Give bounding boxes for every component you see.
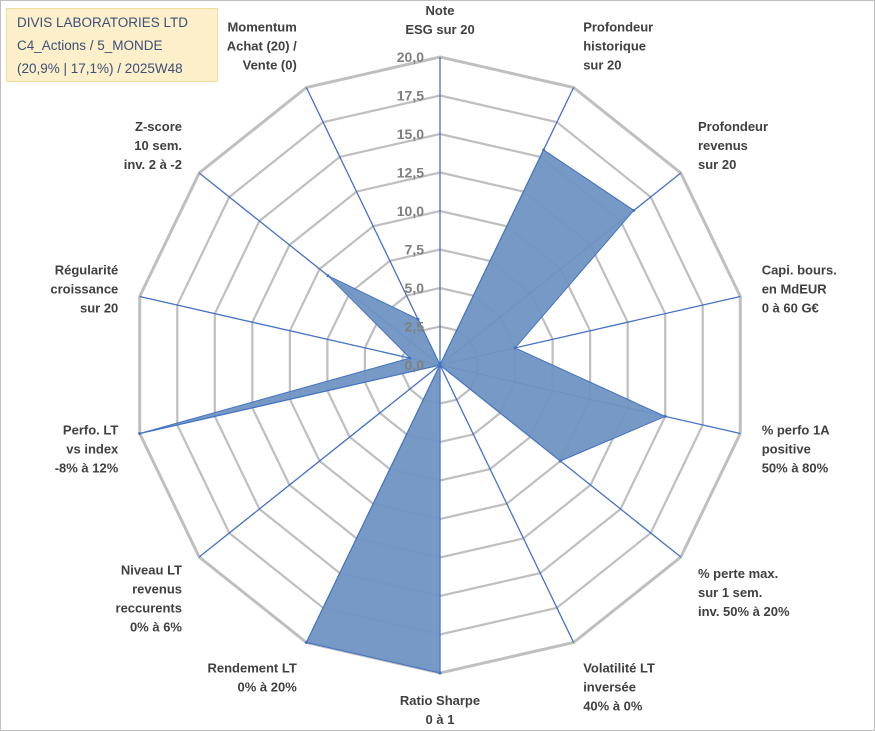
tick-label: 0,0 xyxy=(405,357,425,373)
axis-label-line: Vente (0) xyxy=(243,58,297,73)
data-point xyxy=(438,671,442,675)
axis-spoke xyxy=(198,364,441,558)
axis-label-line: Note xyxy=(426,3,455,18)
axis-label-line: Profondeur xyxy=(698,119,768,134)
axis-label-line: 0 à 60 G€ xyxy=(762,301,819,316)
axis-label-line: Volatilité LT xyxy=(583,660,655,675)
series-area xyxy=(139,149,667,674)
axis-spoke xyxy=(139,295,441,366)
radar-series xyxy=(138,148,667,675)
axis-label: % perfo 1A positive 50% à 80% xyxy=(762,422,831,475)
axis-label-line: historique xyxy=(583,39,646,54)
axis-label-line: Momentum xyxy=(227,20,296,35)
data-point xyxy=(408,356,412,360)
tick-label: 5,0 xyxy=(405,280,425,296)
chart-title-box: DIVIS LABORATORIES LTD C4_Actions / 5_MO… xyxy=(6,8,218,82)
axis-label: Volatilité LT inversée 40% à 0% xyxy=(583,660,655,713)
axis-spoke xyxy=(439,364,575,643)
axis-label-line: positive xyxy=(762,441,811,456)
data-point xyxy=(138,432,142,435)
axis-label: Profondeur revenus sur 20 xyxy=(698,119,768,172)
axis-label-line: croissance xyxy=(50,282,118,297)
axis-label-line: Capi. bours. xyxy=(762,263,837,278)
axis-label-line: sur 20 xyxy=(583,58,621,73)
data-point xyxy=(326,274,330,278)
score-week-label: (20,9% | 17,1%) / 2025W48 xyxy=(17,61,183,76)
axis-label-line: -8% à 12% xyxy=(55,460,119,475)
axis-label-line: 0 à 1 xyxy=(426,712,455,727)
axis-label-line: Rendement LT xyxy=(207,660,296,675)
axis-label-line: Profondeur xyxy=(583,20,653,35)
tick-label: 7,5 xyxy=(405,242,425,258)
data-point xyxy=(416,317,420,321)
axis-label: Niveau LT revenus reccurents 0% à 6% xyxy=(116,562,183,634)
axis-label-line: sur 1 sem. xyxy=(698,585,762,600)
axis-label-line: inv. 2 à -2 xyxy=(124,157,182,172)
axis-labels: Note ESG sur 20 Profondeur historique sur 20… xyxy=(50,3,836,727)
axis-label-line: en MdEUR xyxy=(762,282,828,297)
axis-label: % perte max. sur 1 sem. inv. 50% à 20% xyxy=(698,566,790,619)
axis-label: Perfo. LT vs index -8% à 12% xyxy=(55,422,119,475)
axis-label: Momentum Achat (20) / Vente (0) xyxy=(227,20,297,73)
axis-label: Ratio Sharpe 0 à 1 xyxy=(400,693,480,727)
tick-label: 12,5 xyxy=(397,165,424,181)
data-point xyxy=(558,459,562,463)
axis-label-line: Niveau LT xyxy=(121,562,182,577)
axis-label-line: sur 20 xyxy=(80,301,118,316)
axis-label-line: inv. 50% à 20% xyxy=(698,604,790,619)
axis-label-line: revenus xyxy=(698,138,748,153)
axis-label-line: % perfo 1A xyxy=(762,422,831,437)
axis-label-line: ESG sur 20 xyxy=(405,22,474,37)
axis-label-line: 50% à 80% xyxy=(762,460,829,475)
axis-label-line: Achat (20) / xyxy=(227,39,297,54)
data-point xyxy=(513,346,517,350)
axis-label-line: % perte max. xyxy=(698,566,778,581)
axis-label-line: Perfo. LT xyxy=(63,422,118,437)
axis-label: Rendement LT 0% à 20% xyxy=(207,660,297,694)
axis-label-line: Ratio Sharpe xyxy=(400,693,480,708)
tick-label: 10,0 xyxy=(397,203,424,219)
axis-label-line: reccurents xyxy=(116,600,182,615)
axis-label: Note ESG sur 20 xyxy=(405,3,474,37)
axis-label-line: 10 sem. xyxy=(134,138,182,153)
data-point xyxy=(663,414,667,418)
axis-label-line: Régularité xyxy=(55,263,119,278)
axis-label: Z-score 10 sem. inv. 2 à -2 xyxy=(124,119,182,172)
data-point xyxy=(438,363,442,367)
axis-label-line: 0% à 6% xyxy=(130,619,182,634)
tick-label: 15,0 xyxy=(397,126,424,142)
axis-label: Régularité croissance sur 20 xyxy=(50,263,118,316)
axis-label-line: Z-score xyxy=(135,119,182,134)
axis-label: Profondeur historique sur 20 xyxy=(583,20,653,73)
axis-label-line: 0% à 20% xyxy=(238,679,298,694)
axis-label-line: inversée xyxy=(583,679,636,694)
axis-label-line: sur 20 xyxy=(698,157,736,172)
data-point xyxy=(542,148,546,152)
company-name: DIVIS LABORATORIES LTD xyxy=(17,15,189,30)
radial-tick-labels: 0,0 2,5 5,0 7,5 10,0 12,5 15,0 17,5 20,0 xyxy=(397,49,424,373)
category-label: C4_Actions / 5_MONDE xyxy=(17,38,163,53)
tick-label: 2,5 xyxy=(405,319,425,335)
tick-label: 20,0 xyxy=(397,49,424,65)
axis-label-line: 40% à 0% xyxy=(583,698,643,713)
data-point xyxy=(304,641,308,644)
axis-label-line: revenus xyxy=(132,581,182,596)
axis-label: Capi. bours. en MdEUR 0 à 60 G€ xyxy=(762,263,837,316)
data-point xyxy=(632,208,636,212)
axis-label-line: vs index xyxy=(66,441,119,456)
tick-label: 17,5 xyxy=(397,88,424,104)
